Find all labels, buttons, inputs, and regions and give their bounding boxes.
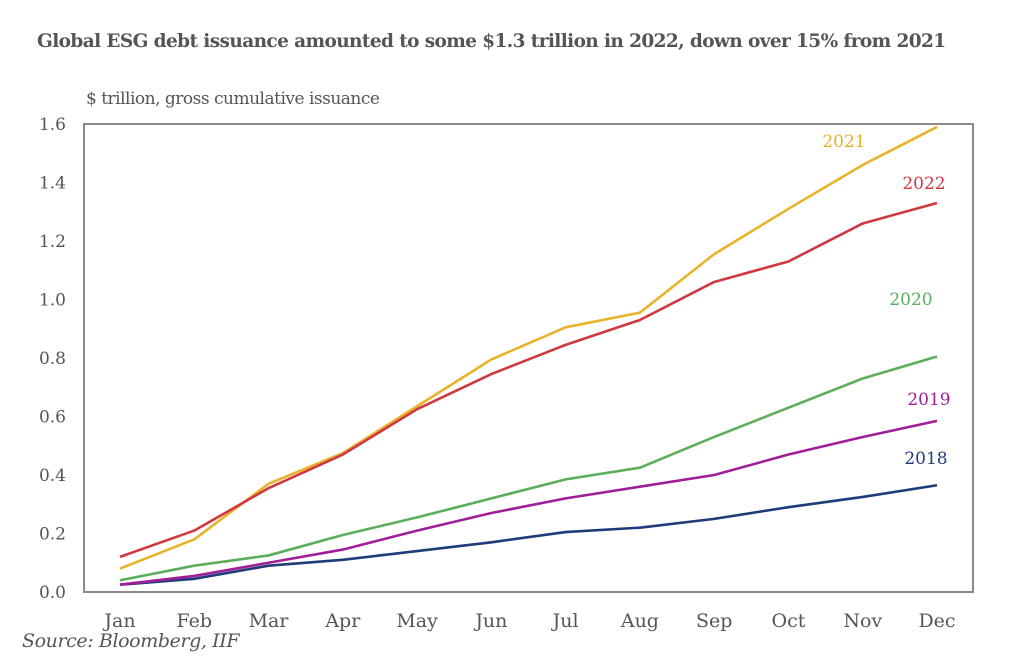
x-tick-label: Jun <box>473 610 507 632</box>
series-lines <box>119 125 938 586</box>
series-line-2018 <box>119 483 938 586</box>
series-label-2021: 2021 <box>822 132 865 152</box>
y-tick-label: 1.6 <box>39 115 66 135</box>
y-tick-label: 0.4 <box>39 466 66 486</box>
y-tick-label: 0.8 <box>39 349 66 369</box>
x-tick-label: Dec <box>918 610 955 632</box>
chart-title: Global ESG debt issuance amounted to som… <box>37 31 946 52</box>
x-tick-label: Jul <box>551 610 579 632</box>
series-label-2018: 2018 <box>904 449 947 469</box>
series-line-2019 <box>119 419 938 586</box>
y-tick-label: 1.0 <box>39 291 66 311</box>
y-tick-label: 1.4 <box>39 174 66 194</box>
x-tick-label: Mar <box>249 610 290 632</box>
x-tick-label: Oct <box>772 610 806 632</box>
series-label-2019: 2019 <box>907 390 950 410</box>
y-tick-label: 0.6 <box>39 408 66 428</box>
series-line-2021 <box>119 125 938 570</box>
x-tick-label: Apr <box>324 610 361 632</box>
series-label-2020: 2020 <box>889 290 932 310</box>
y-tick-label: 0.0 <box>39 583 66 603</box>
y-tick-label: 1.2 <box>39 232 66 252</box>
series-labels: 2018 2019 2020 2021 2022 <box>822 132 950 469</box>
x-axis-ticks: Jan Feb Mar Apr May Jun Jul Aug Sep Oct Nov Dec <box>102 610 955 632</box>
plot-frame <box>83 123 974 593</box>
x-tick-label: Sep <box>696 610 732 632</box>
x-tick-label: Nov <box>843 610 882 632</box>
y-axis-ticks: 0.0 0.2 0.4 0.6 0.8 1.0 1.2 1.4 1.6 <box>39 115 66 603</box>
x-tick-label: May <box>396 610 438 632</box>
y-tick-label: 0.2 <box>39 525 66 545</box>
series-line-2020 <box>119 355 938 582</box>
x-tick-label: Feb <box>176 610 212 632</box>
series-label-2022: 2022 <box>902 174 945 194</box>
y-axis-label: $ trillion, gross cumulative issuance <box>86 89 380 109</box>
x-tick-label: Aug <box>620 610 659 632</box>
source-note: Source: Bloomberg, IIF <box>22 630 240 652</box>
series-line-2022 <box>119 201 938 559</box>
x-tick-label: Jan <box>102 610 135 632</box>
